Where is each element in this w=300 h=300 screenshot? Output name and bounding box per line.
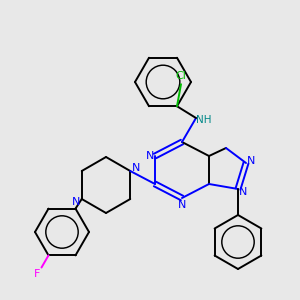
Text: N: N (247, 156, 255, 166)
Text: Cl: Cl (176, 71, 186, 81)
Text: F: F (34, 269, 41, 279)
Text: N: N (132, 163, 140, 173)
Text: NH: NH (196, 115, 212, 125)
Text: N: N (146, 151, 154, 161)
Text: N: N (72, 197, 80, 207)
Text: N: N (239, 187, 247, 197)
Text: N: N (178, 200, 186, 210)
